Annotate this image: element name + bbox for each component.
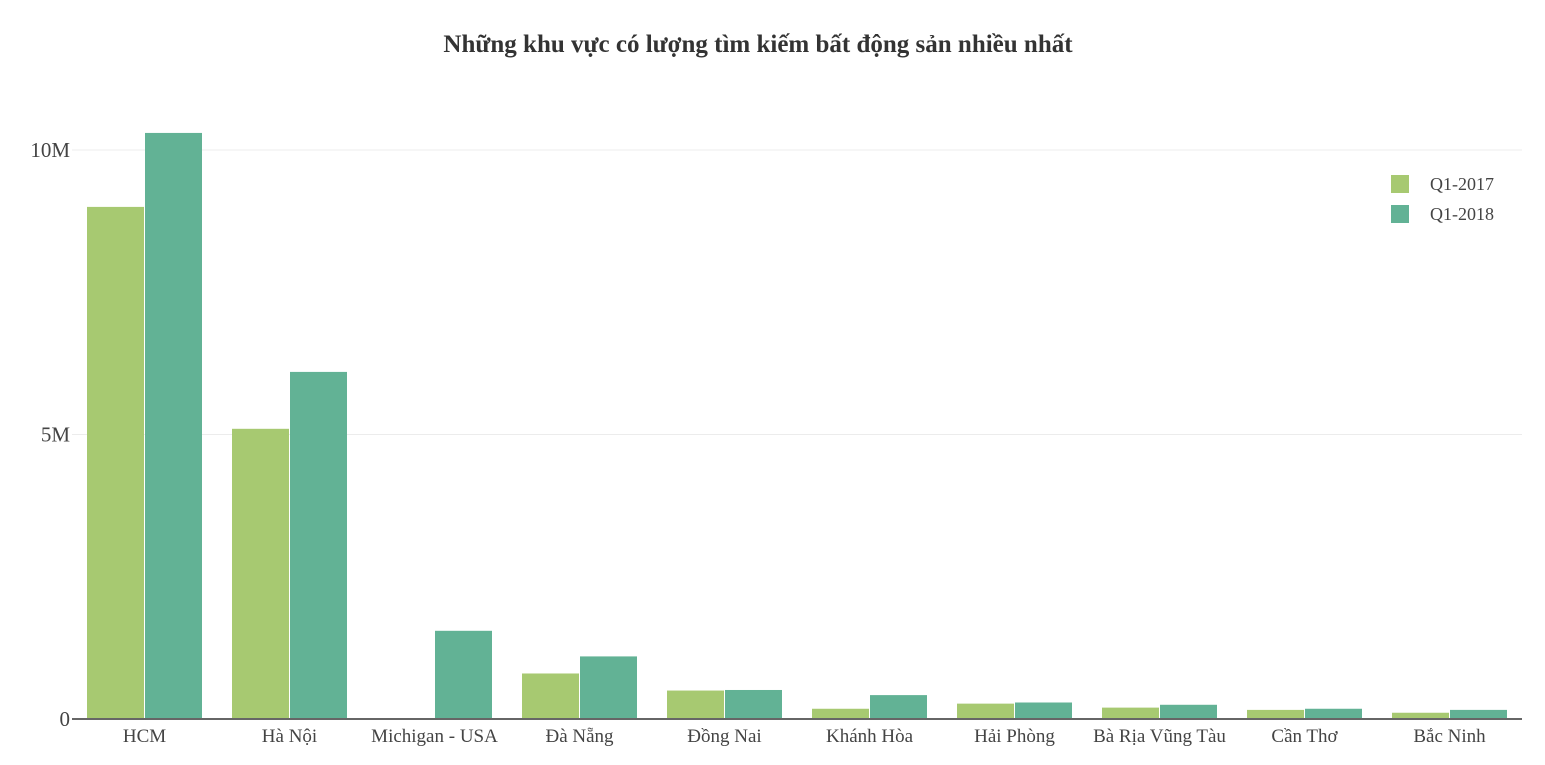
bar-q1-2017[interactable] (522, 673, 579, 719)
x-tick-label: Đồng Nai (687, 726, 761, 747)
x-tick-label: Bà Rịa Vũng Tàu (1093, 726, 1226, 747)
x-tick-label: Khánh Hòa (826, 726, 914, 747)
bar-q1-2018[interactable] (870, 695, 927, 719)
legend-swatch (1391, 205, 1409, 223)
bar-q1-2018[interactable] (1160, 704, 1217, 719)
bar-q1-2018[interactable] (580, 656, 637, 719)
bar-q1-2017[interactable] (87, 206, 144, 719)
x-tick-label: Đà Nẵng (545, 726, 614, 747)
x-tick-label: HCM (123, 726, 166, 747)
y-axis-ticks: 0 5M 10M (30, 138, 70, 731)
x-tick-label: Hải Phòng (974, 726, 1055, 747)
bar-q1-2017[interactable] (232, 428, 289, 719)
legend-swatch (1391, 175, 1409, 193)
legend-item[interactable]: Q1-2017 (1391, 174, 1494, 194)
bar-q1-2017[interactable] (1392, 712, 1449, 719)
bar-q1-2018[interactable] (1450, 709, 1507, 719)
y-tick-label: 10M (30, 138, 70, 162)
x-axis-ticks: HCM Hà Nội Michigan - USA Đà Nẵng Đồng Nai Kh… (123, 726, 1486, 747)
y-tick-label: 0 (60, 707, 71, 731)
bar-q1-2018[interactable] (725, 689, 782, 719)
legend-label: Q1-2018 (1430, 204, 1494, 224)
bar-q1-2017[interactable] (957, 703, 1014, 719)
bar-q1-2018[interactable] (435, 630, 492, 719)
gridlines (72, 149, 1522, 435)
bar-q1-2018[interactable] (290, 371, 347, 719)
legend-item[interactable]: Q1-2018 (1391, 204, 1494, 224)
legend[interactable]: Q1-2017 Q1-2018 (1391, 174, 1494, 224)
x-tick-label: Michigan - USA (371, 726, 498, 747)
bar-q1-2018[interactable] (1305, 708, 1362, 719)
bar-q1-2017[interactable] (1247, 709, 1304, 719)
bar-q1-2017[interactable] (812, 708, 869, 719)
x-tick-label: Bắc Ninh (1413, 726, 1486, 747)
bar-q1-2017[interactable] (667, 690, 724, 719)
bar-q1-2018[interactable] (1015, 702, 1072, 719)
bars (87, 132, 1507, 719)
x-tick-label: Hà Nội (262, 726, 317, 747)
y-tick-label: 5M (41, 423, 71, 447)
x-tick-label: Cần Thơ (1271, 726, 1338, 747)
legend-label: Q1-2017 (1430, 174, 1494, 194)
chart-title: Những khu vực có lượng tìm kiếm bất động… (443, 31, 1073, 58)
bar-q1-2018[interactable] (145, 132, 202, 719)
bar-q1-2017[interactable] (1102, 707, 1159, 719)
